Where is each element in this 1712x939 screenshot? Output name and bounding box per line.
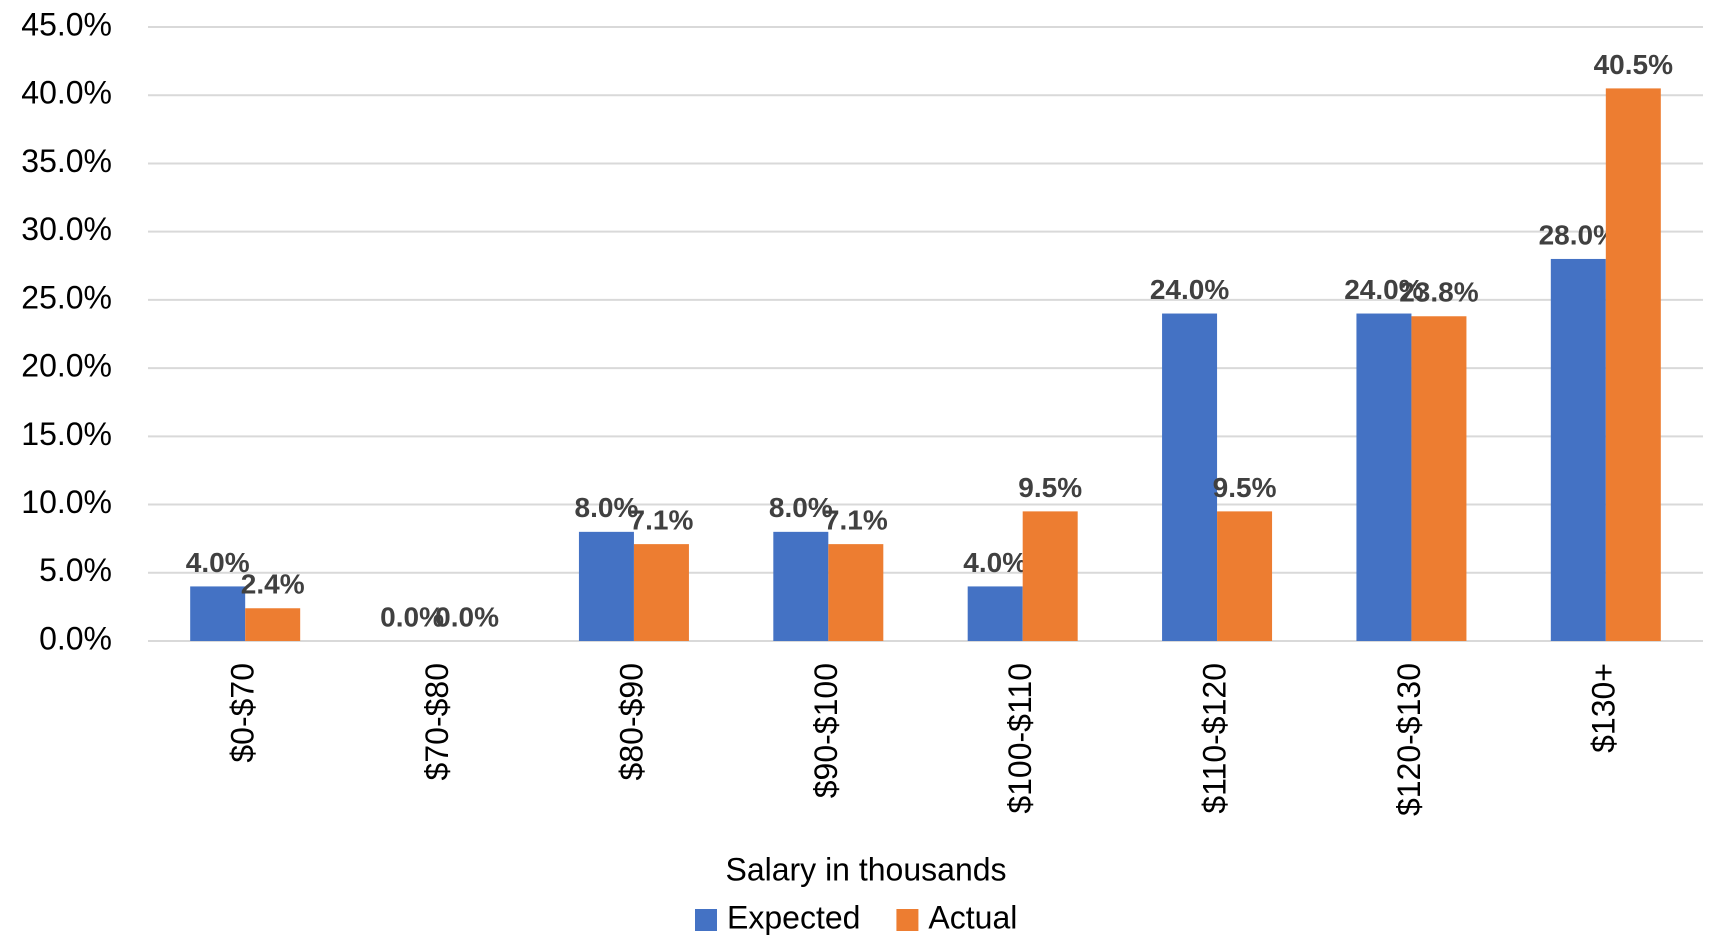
bar	[1022, 511, 1078, 641]
data-label: 9.5%	[1018, 472, 1082, 503]
x-tick-label: $110-$120	[1197, 663, 1233, 814]
x-tick-label: $100-$110	[1002, 663, 1038, 814]
data-label: 7.1%	[630, 505, 694, 536]
data-label: 8.0%	[769, 492, 833, 523]
y-tick-label: 0.0%	[39, 620, 112, 656]
legend-swatch	[896, 909, 919, 931]
data-label: 24.0%	[1150, 274, 1229, 305]
x-tick-label: $70-$80	[419, 663, 455, 780]
data-label: 23.8%	[1399, 277, 1478, 308]
legend-label: Actual	[928, 899, 1017, 935]
x-axis-title: Salary in thousands	[725, 851, 1006, 887]
data-label: 0.0%	[435, 601, 499, 632]
data-label: 24.0%	[1344, 274, 1423, 305]
x-tick-label: $0-$70	[225, 663, 261, 763]
legend-swatch	[695, 909, 717, 931]
y-tick-label: 25.0%	[21, 279, 112, 315]
data-label: 9.5%	[1213, 472, 1277, 503]
data-label: 28.0%	[1539, 219, 1618, 250]
bar	[773, 531, 829, 641]
x-tick-label: $90-$100	[808, 663, 844, 798]
y-tick-label: 35.0%	[21, 143, 112, 179]
y-tick-label: 10.0%	[21, 484, 112, 520]
bar	[1356, 313, 1412, 641]
bar	[1605, 88, 1661, 641]
legend-label: Expected	[727, 899, 860, 935]
bar	[245, 608, 301, 641]
data-label: 8.0%	[575, 492, 639, 523]
bar	[190, 586, 246, 641]
x-tick-label: $120-$130	[1391, 663, 1427, 816]
data-label: 7.1%	[824, 505, 888, 536]
bar	[578, 531, 634, 641]
bar	[633, 544, 689, 641]
data-label: 0.0%	[380, 601, 444, 632]
y-tick-label: 20.0%	[21, 348, 112, 384]
y-tick-label: 45.0%	[21, 6, 112, 42]
x-tick-label: $130+	[1585, 663, 1621, 753]
data-label: 2.4%	[241, 569, 305, 600]
x-tick-label: $80-$90	[613, 663, 649, 780]
y-tick-label: 30.0%	[21, 211, 112, 247]
bar	[1217, 511, 1273, 641]
y-tick-label: 15.0%	[21, 416, 112, 452]
bar	[1411, 316, 1467, 641]
bar	[828, 544, 884, 641]
y-tick-label: 5.0%	[39, 552, 112, 588]
bar	[1550, 258, 1606, 641]
y-tick-label: 40.0%	[21, 75, 112, 111]
data-label: 4.0%	[963, 547, 1027, 578]
data-label: 4.0%	[186, 547, 250, 578]
data-label: 40.5%	[1594, 49, 1673, 80]
bar	[1162, 313, 1218, 641]
bar	[967, 586, 1023, 641]
